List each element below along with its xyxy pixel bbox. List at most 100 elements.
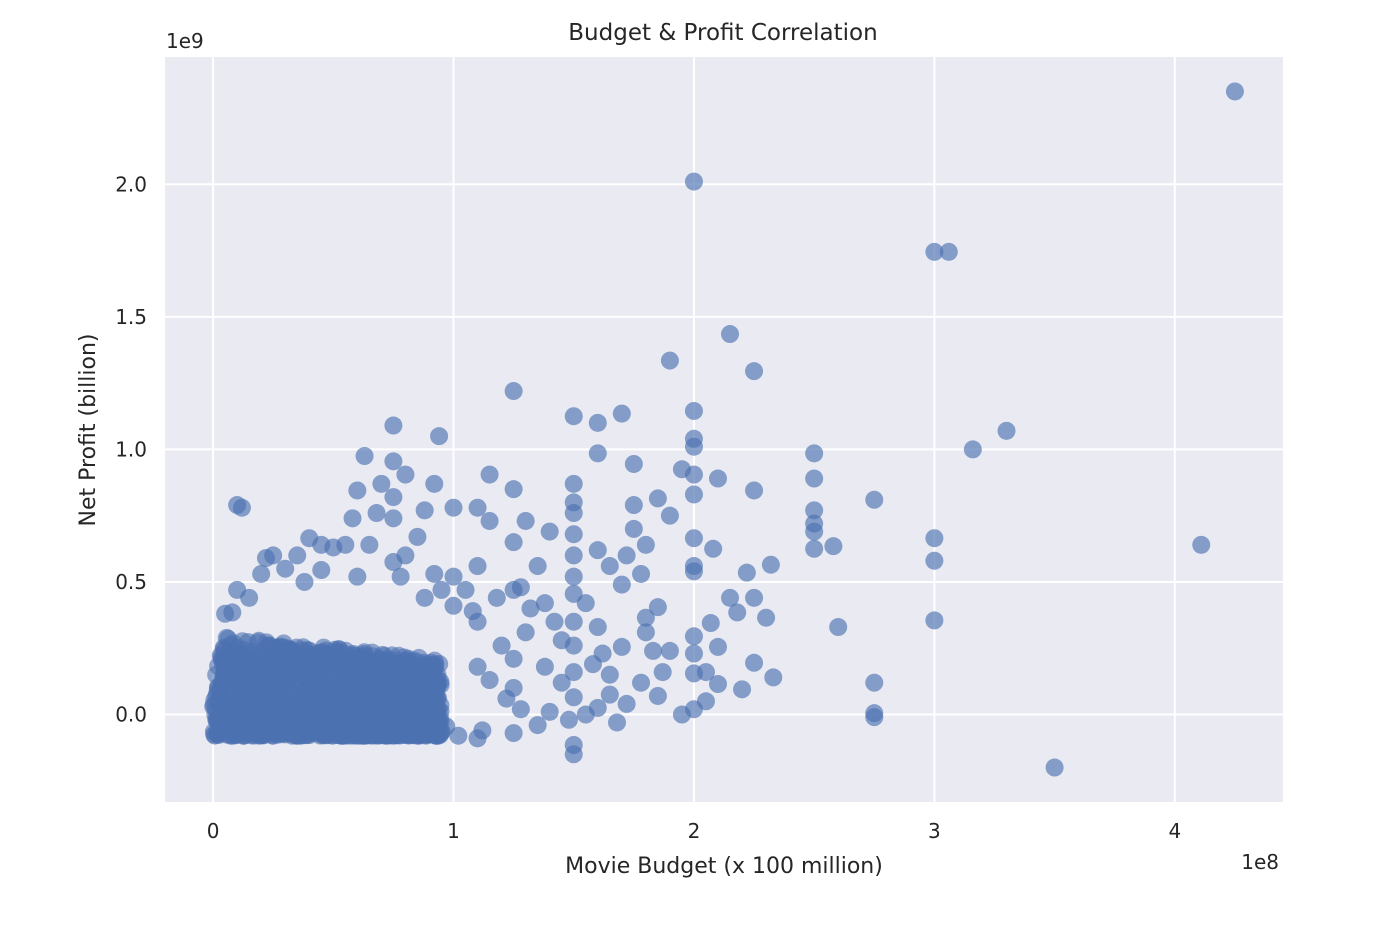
data-point: [504, 533, 523, 552]
data-point: [384, 452, 403, 471]
data-point: [425, 474, 444, 493]
data-point: [348, 567, 367, 586]
data-point: [257, 633, 276, 652]
data-point: [468, 557, 487, 576]
data-point: [504, 724, 523, 743]
data-point: [239, 680, 258, 699]
data-point: [588, 413, 607, 432]
data-point: [733, 680, 752, 699]
data-point: [480, 511, 499, 530]
data-point: [624, 519, 643, 538]
data-point: [216, 604, 235, 623]
data-point: [473, 721, 492, 740]
data-point: [252, 564, 271, 583]
data-point: [357, 726, 376, 745]
data-point: [444, 498, 463, 517]
data-point: [829, 618, 848, 637]
data-point: [648, 686, 667, 705]
data-point: [366, 652, 385, 671]
y-tick-labels: 0.0 0.5 1.0 1.5 2.0: [115, 172, 147, 726]
data-point: [701, 614, 720, 633]
data-point: [708, 637, 727, 656]
data-point: [338, 684, 357, 703]
data-point: [272, 719, 291, 738]
data-point: [206, 699, 225, 718]
data-point: [564, 567, 583, 586]
data-point: [761, 555, 780, 574]
data-point: [925, 611, 944, 630]
data-point: [684, 465, 703, 484]
data-point: [444, 596, 463, 615]
data-point: [865, 490, 884, 509]
data-point: [393, 700, 412, 719]
x-axis-label: Movie Budget (x 100 million): [565, 854, 883, 879]
data-point: [237, 650, 256, 669]
data-point: [456, 580, 475, 599]
data-point: [396, 465, 415, 484]
data-point: [648, 598, 667, 617]
data-point: [684, 644, 703, 663]
data-point: [939, 242, 958, 261]
data-point: [644, 641, 663, 660]
data-point: [684, 172, 703, 191]
data-point: [360, 535, 379, 554]
x-tick-label: 3: [928, 819, 941, 843]
data-point: [516, 623, 535, 642]
data-point: [564, 504, 583, 523]
data-point: [421, 688, 440, 707]
data-point: [241, 724, 260, 743]
y-offset-text: 1e9: [166, 29, 204, 53]
data-point: [737, 563, 756, 582]
data-point: [564, 525, 583, 544]
y-tick-label: 2.0: [115, 172, 147, 196]
data-point: [295, 572, 314, 591]
data-point: [215, 715, 234, 734]
data-point: [684, 529, 703, 548]
data-point: [925, 551, 944, 570]
data-point: [415, 501, 434, 520]
data-point: [404, 668, 423, 687]
data-point: [487, 588, 506, 607]
data-point: [757, 608, 776, 627]
data-point: [588, 618, 607, 637]
data-point: [745, 653, 764, 672]
data-point: [865, 708, 884, 727]
data-point: [708, 469, 727, 488]
data-point: [289, 706, 308, 725]
y-axis-label: Net Profit (billion): [76, 334, 101, 527]
data-point: [423, 657, 442, 676]
data-point: [348, 481, 367, 500]
data-point: [564, 745, 583, 764]
data-point: [468, 498, 487, 517]
data-point: [997, 421, 1016, 440]
data-point: [684, 562, 703, 581]
x-tick-label: 2: [688, 819, 701, 843]
data-point: [511, 578, 530, 597]
data-point: [564, 663, 583, 682]
data-point: [408, 527, 427, 546]
data-point: [805, 539, 824, 558]
data-point: [227, 698, 246, 717]
data-point: [516, 511, 535, 530]
data-point: [312, 723, 331, 742]
data-point: [636, 535, 655, 554]
data-point: [576, 705, 595, 724]
data-points: [204, 82, 1244, 777]
data-point: [300, 529, 319, 548]
data-point: [372, 474, 391, 493]
data-point: [342, 645, 361, 664]
data-point: [535, 594, 554, 613]
x-offset-text: 1e8: [1241, 850, 1279, 874]
y-tick-label: 0.0: [115, 703, 147, 727]
data-point: [745, 588, 764, 607]
data-point: [721, 588, 740, 607]
x-tick-label: 4: [1168, 819, 1181, 843]
data-point: [355, 666, 374, 685]
data-point: [386, 675, 405, 694]
data-point: [728, 603, 747, 622]
data-point: [430, 427, 449, 446]
data-point: [353, 682, 372, 701]
data-point: [636, 623, 655, 642]
data-point: [632, 673, 651, 692]
data-point: [540, 702, 559, 721]
